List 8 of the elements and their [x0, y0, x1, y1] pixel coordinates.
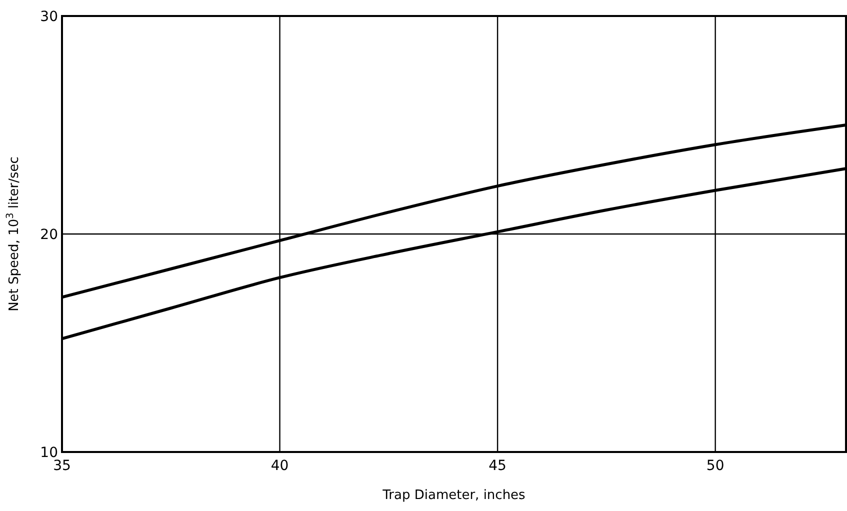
y-tick-label: 10 [40, 445, 58, 461]
y-tick-label: 20 [40, 227, 58, 243]
x-tick-label: 50 [706, 458, 724, 474]
x-tick-label: 35 [53, 458, 71, 474]
x-axis-title: Trap Diameter, inches [382, 488, 526, 503]
x-tick-label: 45 [488, 458, 506, 474]
y-tick-label: 30 [40, 9, 58, 25]
x-tick-label: 40 [270, 458, 289, 474]
